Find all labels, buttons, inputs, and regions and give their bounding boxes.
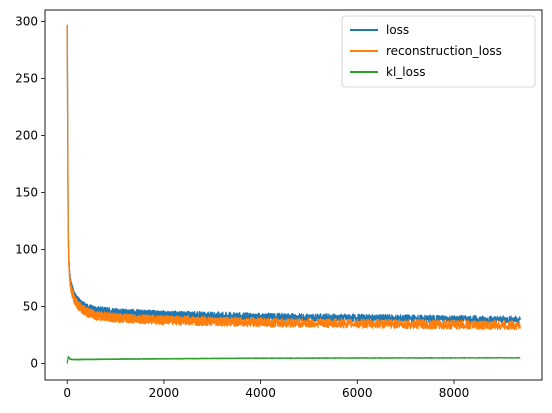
y-tick-label: 0 [30, 356, 38, 370]
y-tick-label: 300 [15, 14, 38, 28]
y-tick-label: 150 [15, 185, 38, 199]
series-line-reconstruction-loss [66, 24, 521, 331]
x-tick-label: 4000 [245, 386, 276, 400]
legend-label-reconstruction-loss: reconstruction_loss [386, 44, 502, 58]
legend-label-loss: loss [386, 23, 409, 37]
y-tick-label: 50 [23, 299, 38, 313]
series-line-kl-loss [66, 355, 521, 365]
series-layer [66, 24, 521, 365]
legend-box [341, 15, 536, 88]
x-tick-label: 8000 [439, 386, 470, 400]
axes-frame [44, 9, 543, 381]
axes-layer: 0 2000 4000 6000 8000 0 50 100 150 200 250 300 [15, 9, 543, 400]
x-tick-label: 2000 [149, 386, 180, 400]
legend: loss reconstruction_loss kl_loss [341, 15, 536, 88]
legend-label-kl-loss: kl_loss [386, 65, 425, 79]
x-tick-label: 6000 [342, 386, 373, 400]
y-tick-label: 200 [15, 128, 38, 142]
y-tick-label: 100 [15, 242, 38, 256]
y-tick-label: 250 [15, 71, 38, 85]
x-tick-label: 0 [63, 386, 71, 400]
